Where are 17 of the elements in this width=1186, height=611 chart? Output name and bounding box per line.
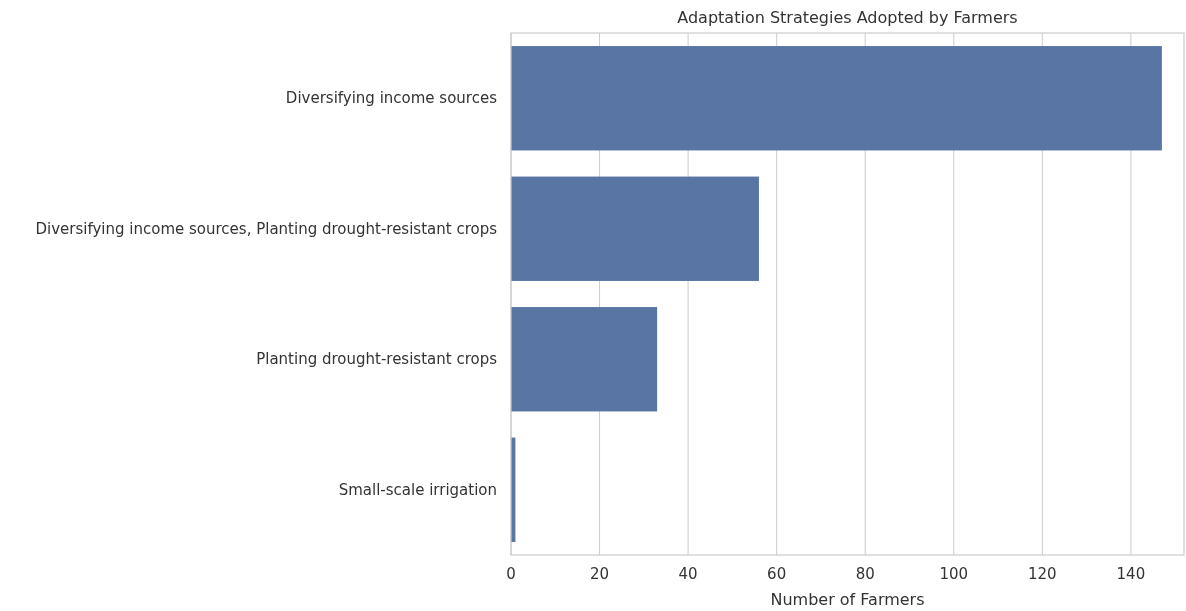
x-axis-title: Number of Farmers [770,590,925,609]
x-tick-label: 100 [939,565,969,583]
x-tick-label: 80 [855,565,875,583]
y-tick-label: Diversifying income sources [285,89,498,108]
y-tick-label: Small-scale irrigation [338,480,497,499]
y-tick-label: Diversifying income sources, Planting drought-resistant crops [35,219,498,238]
x-tick-label: 140 [1116,565,1146,583]
bar [511,307,658,412]
chart-title: Adaptation Strategies Adopted by Farmers [677,8,1018,27]
bar [511,46,1162,151]
x-tick-label: 0 [506,565,516,583]
x-tick-label: 40 [678,565,698,583]
x-tick-label: 20 [590,565,610,583]
bar [511,176,759,281]
x-tick-label: 60 [767,565,787,583]
x-tick-label: 120 [1028,565,1057,583]
y-tick-label: Planting drought-resistant crops [256,350,498,369]
